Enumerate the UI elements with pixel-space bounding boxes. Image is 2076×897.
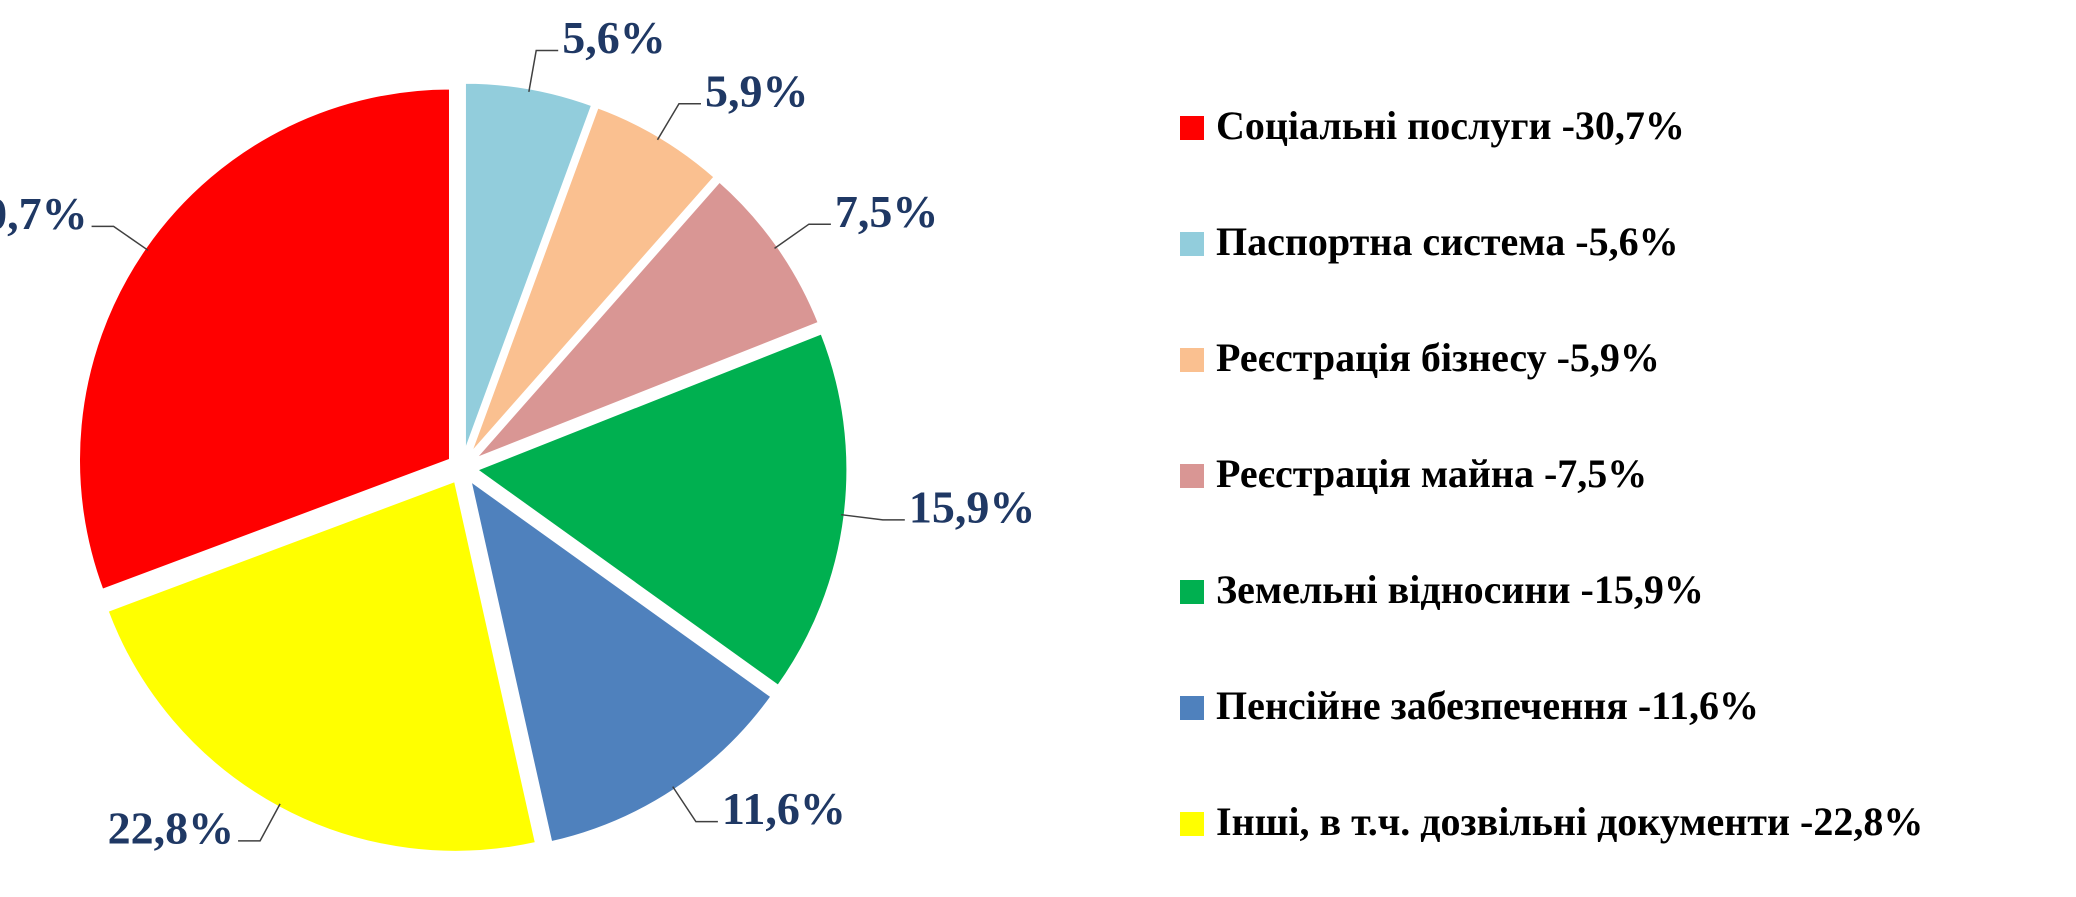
legend-label: Інші, в т.ч. дозвільні документи -22,8%	[1216, 799, 1923, 844]
legend-label: Пенсійне забезпечення -11,6%	[1216, 683, 1759, 728]
data-label: 5,9%	[705, 65, 809, 116]
data-label: 30,7%	[0, 188, 88, 239]
legend-swatch	[1180, 464, 1204, 488]
data-label: 15,9%	[909, 481, 1036, 532]
legend-swatch	[1180, 696, 1204, 720]
legend-swatch	[1180, 812, 1204, 836]
data-label: 7,5%	[835, 186, 939, 237]
legend-swatch	[1180, 580, 1204, 604]
leader-line	[841, 513, 905, 521]
legend-label: Реєстрація майна -7,5%	[1216, 451, 1647, 496]
leader-line	[672, 786, 718, 823]
legend-swatch	[1180, 116, 1204, 140]
leader-line	[238, 803, 281, 842]
legend-label: Земельні відносини -15,9%	[1216, 567, 1704, 612]
legend-swatch	[1180, 348, 1204, 372]
legend-label: Паспортна система -5,6%	[1216, 219, 1679, 264]
leader-line	[528, 49, 559, 93]
legend-label: Соціальні послуги -30,7%	[1216, 103, 1685, 148]
data-label: 5,6%	[562, 12, 666, 63]
leader-line	[774, 223, 831, 249]
data-label: 22,8%	[108, 802, 235, 853]
leader-line	[656, 102, 701, 141]
legend-label: Реєстрація бізнесу -5,9%	[1216, 335, 1660, 380]
leader-line	[91, 225, 149, 251]
legend-swatch	[1180, 232, 1204, 256]
data-label: 11,6%	[722, 783, 846, 834]
